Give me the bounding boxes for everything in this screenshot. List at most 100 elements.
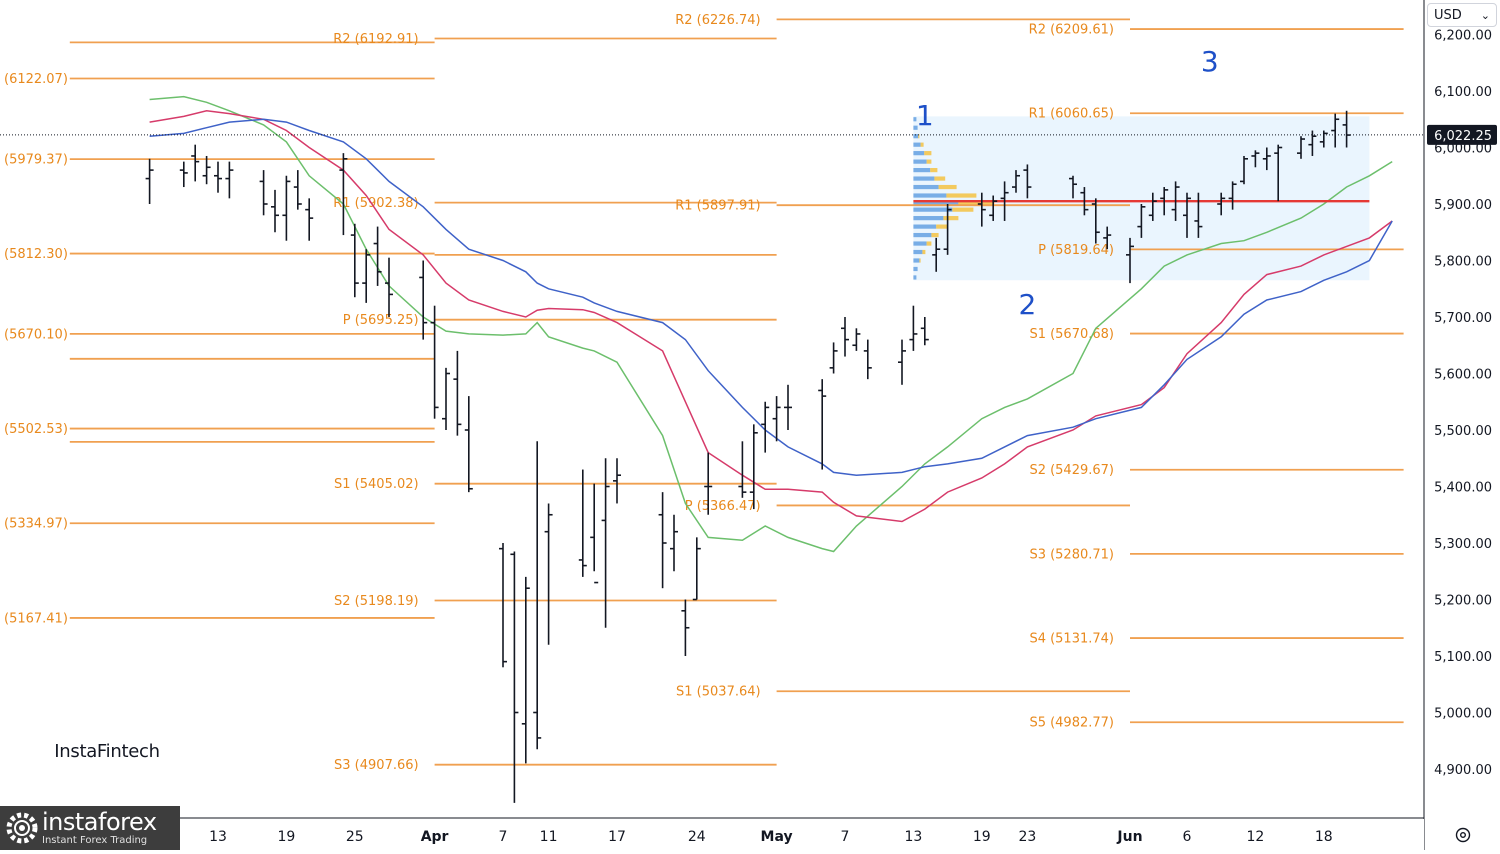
volume-profile-area <box>913 116 1370 281</box>
ohlc-bar <box>1251 150 1260 168</box>
volume-profile-row-down <box>931 232 939 238</box>
ohlc-bar <box>898 339 906 385</box>
x-tick-label: 13 <box>209 829 227 845</box>
ohlc-bar <box>590 483 599 584</box>
volume-profile <box>913 116 1370 281</box>
ohlc-bar <box>1228 181 1237 210</box>
volume-profile-row-up <box>913 275 917 280</box>
volume-profile-row-up <box>913 117 917 122</box>
ohlc-bar <box>385 257 393 317</box>
y-tick-label: 6,100.00 <box>1434 85 1492 100</box>
ohlc-bar <box>521 576 530 764</box>
volume-profile-row-up <box>913 232 932 238</box>
y-tick-label: 5,900.00 <box>1434 198 1492 213</box>
pivot-label-r3: R2 (6209.61) <box>1029 23 1114 38</box>
ohlc-bar <box>704 452 713 515</box>
ohlc-bar <box>1012 170 1020 193</box>
volume-profile-row-down <box>926 241 932 246</box>
x-tick-label: 23 <box>1018 829 1036 845</box>
ohlc-bar <box>1069 175 1077 199</box>
current-price-badge <box>1427 124 1497 145</box>
ohlc-bar <box>818 379 827 470</box>
volume-profile-row-up <box>913 266 918 272</box>
volume-profile-row-up <box>913 201 959 207</box>
ohlc-bar <box>761 401 770 453</box>
ohlc-bar <box>259 170 268 216</box>
ohlc-bar <box>1217 192 1226 216</box>
x-tick-label: 13 <box>904 829 922 845</box>
ohlc-bar <box>145 158 154 204</box>
volume-profile-row-up <box>913 249 923 255</box>
ohlc-bar <box>1023 164 1032 199</box>
x-tick-label: 7 <box>499 829 508 845</box>
ohlc-bar <box>442 367 450 430</box>
chart-settings-button[interactable] <box>1452 824 1474 846</box>
y-tick-label: 6,200.00 <box>1434 29 1492 44</box>
ohlc-bar <box>191 144 200 182</box>
ohlc-bar <box>772 396 781 442</box>
brand-name: instaforex <box>42 808 157 836</box>
ohlc-bar <box>1000 181 1009 221</box>
pivot-label-s4: S4 (5131.74) <box>1029 632 1114 647</box>
x-tick-label: 17 <box>608 829 626 845</box>
x-tick-label: 7 <box>841 829 850 845</box>
ohlc-bar <box>1148 192 1157 221</box>
ohlc-bar <box>1331 113 1340 148</box>
x-tick-label: May <box>761 829 793 845</box>
y-tick-label: 5,200.00 <box>1434 594 1492 609</box>
pivot-label-s6: (5334.97) <box>4 517 68 532</box>
pivot-label-s3: S3 (5280.71) <box>1029 547 1114 562</box>
ohlc-bar <box>1183 192 1191 238</box>
ohlc-bar <box>1194 192 1203 238</box>
current-price-label: 6,022.25 <box>1434 129 1492 144</box>
ohlc-bar <box>578 469 587 577</box>
x-tick-label: Apr <box>421 829 449 845</box>
ohlc-bar <box>989 195 998 221</box>
gear-icon <box>1455 827 1471 843</box>
volume-profile-row-down <box>943 216 959 221</box>
ohlc-bar <box>419 260 428 340</box>
pivot-label-s2: S2 (5429.67) <box>1029 463 1114 478</box>
y-tick-label: 5,000.00 <box>1434 707 1492 722</box>
pivot-levels: (6122.07) (5979.37) (5812.30) (5670.10) (550… <box>4 13 1404 773</box>
ohlc-bar <box>1274 144 1283 202</box>
ohlc-bar <box>681 599 690 656</box>
volume-profile-row-down <box>919 258 921 263</box>
volume-profile-row-up <box>913 193 947 198</box>
volume-profile-row-up <box>913 184 939 190</box>
pivot-label-s1: (5812.30) <box>4 247 68 262</box>
ohlc-bar <box>1262 147 1271 171</box>
volume-profile-row-up <box>913 168 931 173</box>
pivot-label-p: P (5819.64) <box>1038 243 1114 258</box>
x-tick-label: 24 <box>688 829 706 845</box>
pivot-label-p: P (5366.47) <box>685 499 761 514</box>
ohlc-bar <box>271 189 279 233</box>
ohlc-bar <box>613 458 621 504</box>
volume-profile-row-down <box>958 201 995 207</box>
ohlc-bar <box>453 350 462 436</box>
x-tick-label: 18 <box>1315 829 1333 845</box>
ohlc-bar <box>932 237 941 272</box>
volume-profile-row-up <box>913 176 935 181</box>
x-tick-label: Jun <box>1116 829 1142 845</box>
volume-profile-row-up <box>913 151 925 156</box>
ohlc-bar <box>1160 187 1169 216</box>
ohlc-bar <box>601 458 610 628</box>
ohlc-bar <box>1137 204 1146 238</box>
pivot-label-s1: S1 (5405.02) <box>334 477 419 492</box>
ohlc-bar <box>1319 130 1328 148</box>
volume-profile-row-down <box>952 207 974 212</box>
ohlc-bar <box>920 317 929 346</box>
ohlc-bar <box>658 492 667 589</box>
currency-selector[interactable]: USD ⌄ <box>1427 3 1497 27</box>
x-tick-label: 25 <box>346 829 364 845</box>
y-tick-label: 5,400.00 <box>1434 481 1492 496</box>
pivot-label-s7: (5167.41) <box>4 611 68 626</box>
ohlc-bar <box>214 161 222 193</box>
ohlc-bar <box>852 328 861 351</box>
ohlc-bar <box>829 342 838 374</box>
ohlc-bar <box>1308 130 1317 156</box>
ohlc-bar <box>499 543 507 668</box>
